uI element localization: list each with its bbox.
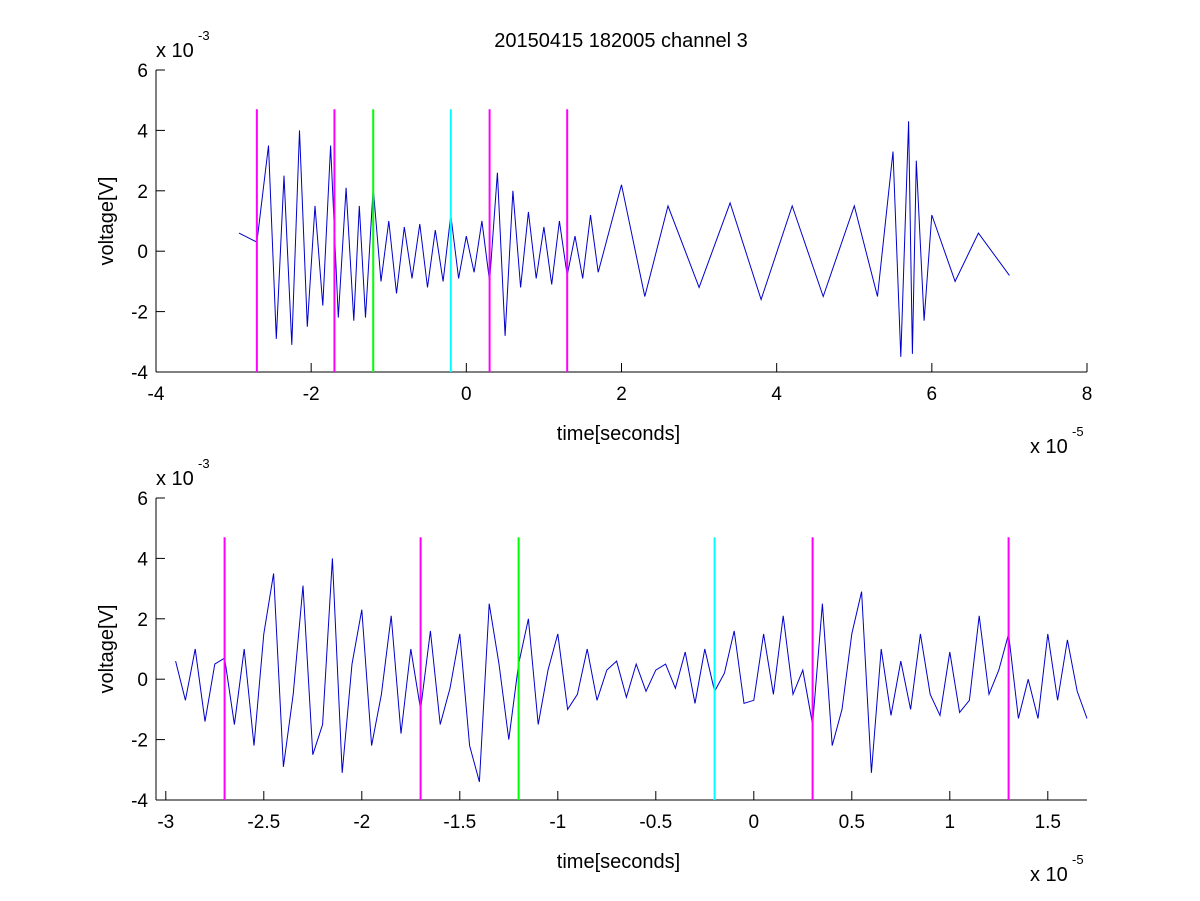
plot1-x-multiplier: x 10	[1030, 864, 1068, 886]
plot0-x-tick-label: -4	[148, 384, 165, 405]
plot0-y-tick-label: 4	[137, 121, 148, 142]
top-plot: -4 -2 0 2 4 6 -4 -2 0 2 4 6 8 time[seconds] voltage[V]…	[96, 28, 1092, 458]
plot0-x-tick-label: 8	[1082, 384, 1093, 405]
plot0-x-axis-label: time[seconds]	[557, 423, 680, 445]
plot0-x-tick-label: 2	[616, 384, 627, 405]
plot1-y-tick-label: -4	[131, 791, 148, 812]
plot1-x-multiplier-exponent: -5	[1072, 852, 1084, 867]
plot0-y-tick-label: 6	[137, 61, 148, 82]
plot1-y-tick-label: 6	[137, 489, 148, 510]
plot0-y-tick-label: 0	[137, 242, 148, 263]
plot0-x-multiplier-exponent: -5	[1072, 424, 1084, 439]
plot0-x-multiplier: x 10	[1030, 436, 1068, 458]
plot1-y-multiplier: x 10	[156, 468, 194, 490]
chart-title: 20150415 182005 channel 3	[494, 30, 748, 52]
plot1-x-tick-label: -3	[157, 812, 174, 833]
plot0-y-multiplier: x 10	[156, 40, 194, 62]
plot1-y-tick-label: 4	[137, 549, 148, 570]
plot1-x-tick-label: -1	[549, 812, 566, 833]
plot1-x-tick-label: 0	[749, 812, 760, 833]
plot1-x-tick-label: 1	[945, 812, 956, 833]
plot1-x-tick-label: -1.5	[443, 812, 476, 833]
plot1-x-tick-label: -2.5	[247, 812, 280, 833]
plot0-y-tick-label: -2	[131, 303, 148, 324]
plot0-x-tick-label: 4	[771, 384, 782, 405]
plot1-x-tick-label: -0.5	[639, 812, 672, 833]
plot0-y-tick-label: -4	[131, 363, 148, 384]
plot1-x-tick-label: 1.5	[1035, 812, 1061, 833]
plot0-x-tick-label: 0	[461, 384, 472, 405]
plot0-y-multiplier-exponent: -3	[198, 28, 210, 43]
plot1-y-axis-label: voltage[V]	[96, 605, 118, 694]
plot1-x-tick-label: -2	[353, 812, 370, 833]
plot0-x-tick-label: -2	[303, 384, 320, 405]
plot1-y-tick-label: 0	[137, 670, 148, 691]
plot0-x-tick-label: 6	[927, 384, 938, 405]
plot1-x-axis-label: time[seconds]	[557, 851, 680, 873]
plot0-signal-line-0	[238, 121, 1010, 357]
plot1-signal-line-0	[175, 558, 1088, 783]
plot1-y-tick-label: 2	[137, 610, 148, 631]
plot1-x-tick-label: 0.5	[839, 812, 865, 833]
plot1-y-multiplier-exponent: -3	[198, 456, 210, 471]
plot1-y-tick-label: -2	[131, 731, 148, 752]
plot0-y-tick-label: 2	[137, 182, 148, 203]
bottom-plot: -4 -2 0 2 4 6 -3 -2.5 -2 -1.5 -1 -0.5 0 0.5 1 1.5 time[s…	[96, 456, 1088, 886]
plot0-y-axis-label: voltage[V]	[96, 177, 118, 266]
